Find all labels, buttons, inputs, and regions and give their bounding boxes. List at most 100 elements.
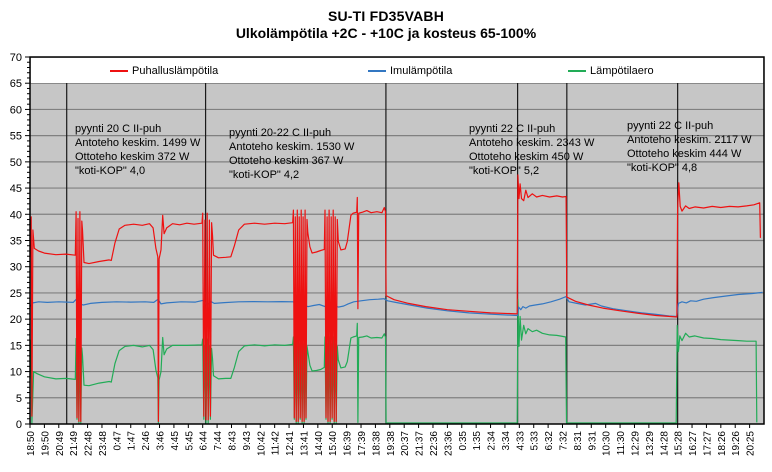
x-axis-label: 19:26 [731,431,742,456]
y-axis-label: 35 [10,236,22,248]
x-axis-label: 12:41 [285,431,296,456]
x-axis-label: 11:30 [616,431,627,456]
y-axis-label: 70 [10,52,22,64]
y-axis-label: 65 [10,78,22,90]
series-line-imulmptila [29,291,763,318]
annotation-line: pyynti 20 C II-puh [75,123,162,135]
x-axis-label: 1:47 [127,431,138,451]
legend-entry-puhalluslmptila: Puhalluslämpötila [110,63,218,79]
x-axis-label: 18:26 [717,431,728,456]
y-axis-label: 10 [10,367,22,379]
phase-annotation-3: pyynti 22 C II-puh Antoteho keskim. 2343 … [469,122,594,178]
x-axis-label: 5:33 [530,431,541,451]
x-axis-label: 1:35 [472,431,483,451]
y-axis-label: 60 [10,104,22,116]
x-axis-label: 19:38 [386,431,397,456]
y-axis-label: 25 [10,288,22,300]
annotation-line: pyynti 22 C II-puh [469,123,556,135]
annotation-line: pyynti 20-22 C II-puh [229,127,332,139]
x-axis-label: 0:47 [112,431,123,451]
y-axis-label: 30 [10,262,22,274]
annotation-line: Ottoteho keskim 450 W [469,151,584,163]
x-axis-label: 17:39 [357,431,368,456]
x-axis-label: 9:43 [242,431,253,451]
annotation-line: Ottoteho keskim 444 W [627,148,742,160]
x-axis-label: 16:39 [343,431,354,456]
y-axis-label: 50 [10,157,22,169]
plot-border [29,56,765,425]
annotation-line: "koti-KOP" 5,2 [469,165,540,177]
x-axis-label: 2:46 [141,431,152,451]
x-axis-label: 15:40 [328,431,339,456]
x-axis-label: 3:34 [501,431,512,451]
x-axis-label: 21:37 [415,431,426,456]
legend-label: Puhalluslämpötila [132,65,219,77]
x-axis-label: 20:37 [400,431,411,456]
annotation-line: Antoteho keskim. 2343 W [469,137,595,149]
x-axis-label: 4:45 [170,431,181,451]
legend-label: Imulämpötila [390,65,453,77]
annotation-line: "koti-KOP" 4,0 [75,165,146,177]
legend-label: Lämpötilaero [590,65,654,77]
y-axis-label: 40 [10,209,22,221]
x-axis-label: 14:40 [314,431,325,456]
x-axis-label: 16:27 [688,431,699,456]
x-axis-label: 15:28 [674,431,685,456]
x-axis-label: 20:25 [746,431,757,456]
x-axis-label: 4:33 [515,431,526,451]
x-axis-label: 2:34 [487,431,498,451]
annotation-line: pyynti 22 C II-puh [627,120,714,132]
phase-annotation-4: pyynti 22 C II-puh Antoteho keskim. 2117 … [627,119,752,175]
annotation-line: Ottoteho keskim 372 W [75,151,190,163]
y-axis-label: 55 [10,131,22,143]
x-axis-label: 7:44 [213,431,224,451]
x-axis-label: 8:43 [227,431,238,451]
phase-annotation-1: pyynti 20 C II-puh Antoteho keskim. 1499 … [75,122,200,178]
legend: Puhalluslämpötila Imulämpötila Lämpötilaer… [31,58,763,83]
x-axis-label: 18:50 [26,431,37,456]
x-axis-label: 19:50 [40,431,51,456]
y-axis-label: 0 [16,419,22,431]
x-axis-label: 5:45 [184,431,195,451]
y-axis-label: 5 [16,393,22,405]
legend-entry-imulmptila: Imulämpötila [368,63,452,79]
x-axis-label: 8:31 [573,431,584,451]
x-axis-label: 6:44 [199,431,210,451]
x-axis-label: 14:28 [659,431,670,456]
y-axis-label: 45 [10,183,22,195]
series-line-puhalluslmptila [29,174,761,422]
x-axis-label: 10:42 [256,431,267,456]
x-axis-label: 11:42 [271,431,282,456]
x-axis-label: 3:46 [156,431,167,451]
x-axis-label: 12:29 [630,431,641,456]
chart-subtitle: Ulkolämpötila +2C - +10C ja kosteus 65-1… [235,25,537,41]
legend-line-swatch [368,70,386,72]
x-axis-label: 13:29 [645,431,656,456]
phase-annotation-2: pyynti 20-22 C II-puh Antoteho keskim. 15… [229,126,354,182]
x-axis-label: 20:49 [55,431,66,456]
x-axis-label: 18:38 [371,431,382,456]
legend-line-swatch [568,70,586,72]
x-axis-label: 23:48 [98,431,109,456]
annotation-line: "koti-KOP" 4,8 [627,162,698,174]
annotation-line: Antoteho keskim. 1499 W [75,137,201,149]
x-axis-label: 17:27 [702,431,713,456]
legend-entry-lmptilaero: Lämpötilaero [568,63,654,79]
x-axis-label: 13:41 [299,431,310,456]
x-axis-label: 21:49 [69,431,80,456]
x-axis-label: 9:31 [587,431,598,451]
annotation-line: Antoteho keskim. 2117 W [627,134,752,146]
annotation-line: "koti-KOP" 4,2 [229,169,300,181]
chart-title: SU-TI FD35VABH [327,8,445,24]
x-axis-label: 6:32 [544,431,555,451]
x-axis-label: 22:48 [84,431,95,456]
x-axis-label: 0:35 [458,431,469,451]
y-axis-label: 20 [10,314,22,326]
annotation-line: Antoteho keskim. 1530 W [229,141,355,153]
x-axis-label: 23:36 [443,431,454,456]
x-axis-label: 10:30 [602,431,613,456]
annotation-line: Ottoteho keskim 367 W [229,155,344,167]
legend-line-swatch [110,70,128,72]
